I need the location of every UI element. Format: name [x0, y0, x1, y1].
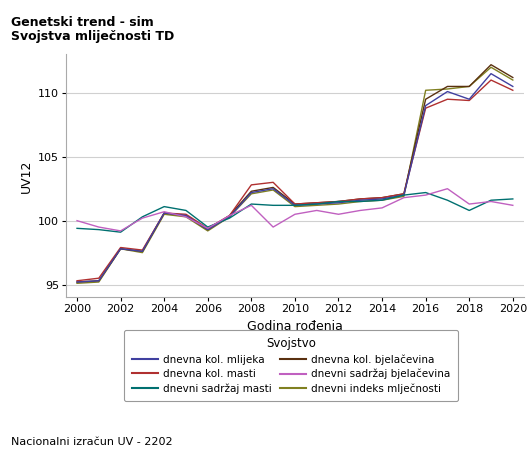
Legend: dnevna kol. mlijeka, dnevna kol. masti, dnevni sadržaj masti, dnevna kol. bjelač: dnevna kol. mlijeka, dnevna kol. masti, … [124, 330, 458, 401]
Text: Nacionalni izračun UV - 2202: Nacionalni izračun UV - 2202 [11, 437, 172, 447]
Text: Svojstva mliječnosti TD: Svojstva mliječnosti TD [11, 30, 174, 43]
Y-axis label: UV12: UV12 [20, 159, 33, 192]
Text: Genetski trend - sim: Genetski trend - sim [11, 16, 153, 29]
X-axis label: Godina rođenja: Godina rođenja [247, 320, 343, 333]
